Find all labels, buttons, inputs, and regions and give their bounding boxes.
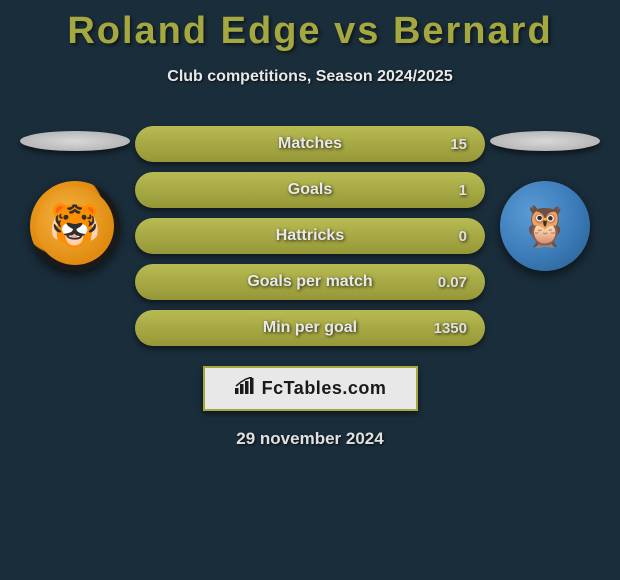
player-right-placeholder [490,131,600,151]
team-left-badge-icon [30,181,120,271]
subtitle: Club competitions, Season 2024/2025 [0,68,620,86]
chart-icon [234,377,256,400]
stat-bar-matches: Matches 15 [135,126,485,162]
page-title: Roland Edge vs Bernard [0,0,620,53]
stat-label: Min per goal [263,319,357,337]
player-left-placeholder [20,131,130,151]
stat-value-right: 1 [459,182,467,199]
stat-value-right: 1350 [434,320,467,337]
stat-bar-hattricks: Hattricks 0 [135,218,485,254]
stat-label: Goals per match [247,273,372,291]
stat-bar-min-per-goal: Min per goal 1350 [135,310,485,346]
player-left-column [15,126,135,271]
stat-label: Matches [278,135,342,153]
stat-value-right: 15 [450,136,467,153]
branding-box: FcTables.com [203,366,418,411]
stat-value-right: 0 [459,228,467,245]
stat-label: Hattricks [276,227,344,245]
stat-bar-goals: Goals 1 [135,172,485,208]
stat-value-right: 0.07 [438,274,467,291]
branding-text: FcTables.com [262,378,387,399]
date-text: 29 november 2024 [0,429,620,449]
team-right-badge-icon [500,181,590,271]
branding-logo: FcTables.com [234,377,387,400]
player-right-column [485,126,605,271]
stat-label: Goals [288,181,332,199]
stats-column: Matches 15 Goals 1 Hattricks 0 Goals per… [135,126,485,346]
content-area: Matches 15 Goals 1 Hattricks 0 Goals per… [0,126,620,346]
stat-bar-goals-per-match: Goals per match 0.07 [135,264,485,300]
